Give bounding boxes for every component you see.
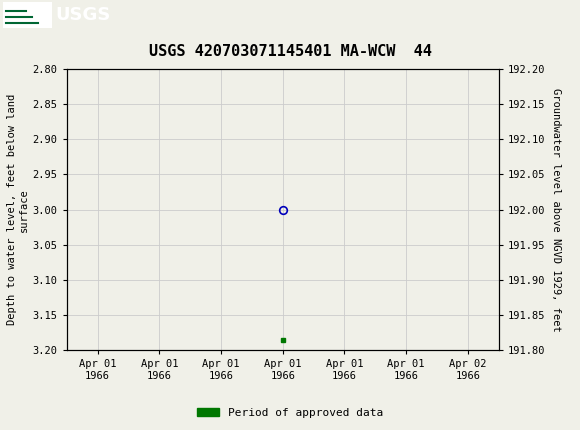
Text: USGS 420703071145401 MA-WCW  44: USGS 420703071145401 MA-WCW 44 [148,44,432,59]
FancyBboxPatch shape [3,3,52,28]
Legend: Period of approved data: Period of approved data [193,403,387,422]
Y-axis label: Groundwater level above NGVD 1929, feet: Groundwater level above NGVD 1929, feet [551,88,561,332]
Y-axis label: Depth to water level, feet below land
surface: Depth to water level, feet below land su… [7,94,28,325]
Text: USGS: USGS [55,6,110,25]
